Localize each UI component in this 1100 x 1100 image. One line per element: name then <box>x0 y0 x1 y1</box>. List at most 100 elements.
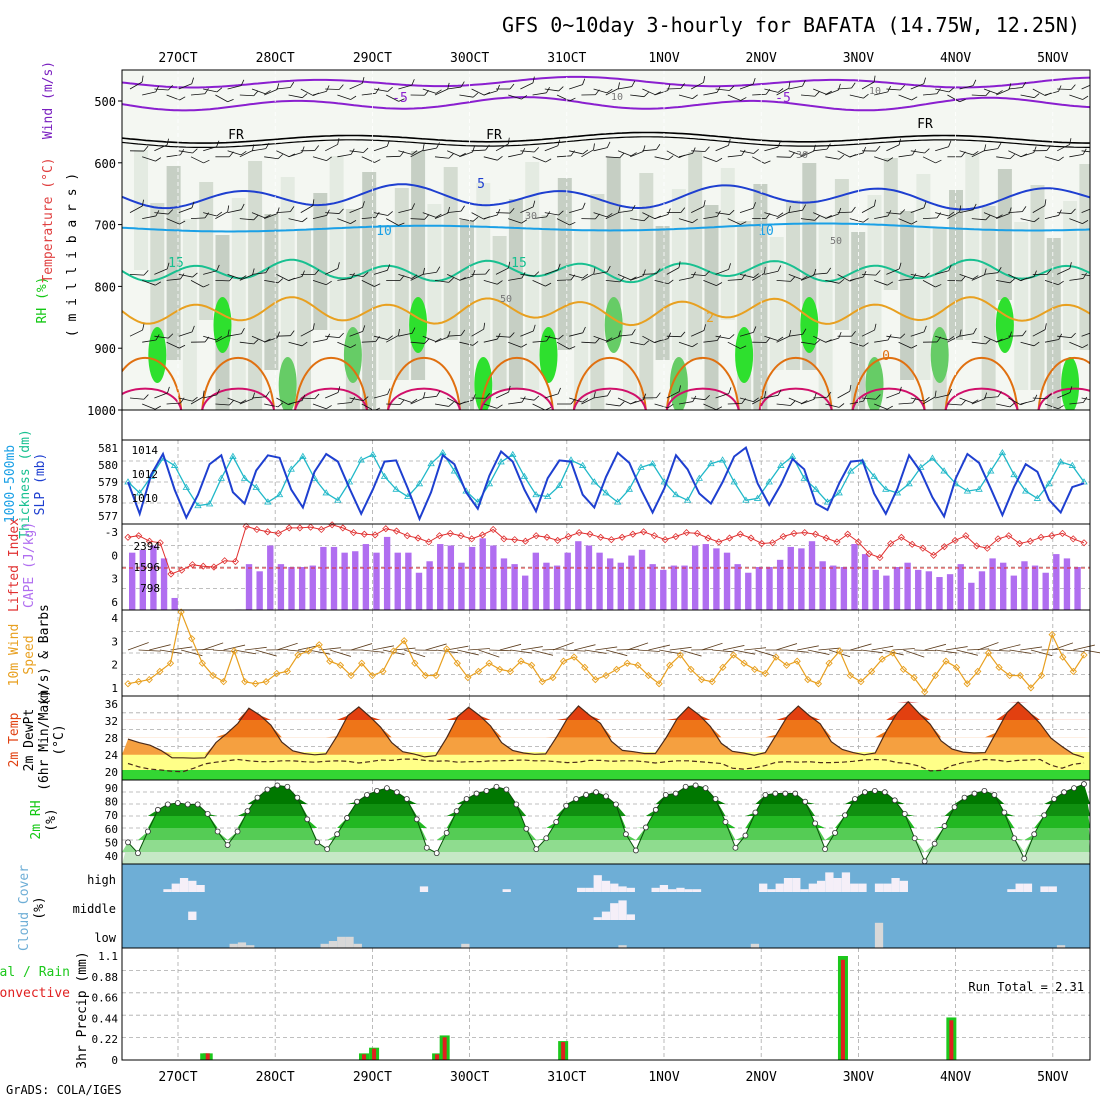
cloud-low-bar <box>320 943 329 948</box>
cape-bar <box>883 575 890 610</box>
isotherm-arch <box>1037 357 1090 410</box>
thickness-point <box>275 491 284 498</box>
wind-barb <box>203 211 223 217</box>
surface-wind-barb <box>903 649 925 658</box>
thickness-point <box>1045 480 1053 487</box>
wind-speed-point <box>559 657 568 665</box>
wind-barb <box>605 82 620 96</box>
rh-point <box>463 796 470 802</box>
date-label-bottom: 5NOV <box>1037 1070 1068 1085</box>
wind-barb <box>410 392 426 405</box>
wind-barb <box>800 91 820 97</box>
thickness-point <box>847 467 855 474</box>
wind-barb <box>666 207 686 214</box>
thickness-point <box>345 478 354 485</box>
wind-barb <box>288 341 308 347</box>
cloud-high-bar <box>502 889 511 892</box>
surface-wind-barb <box>1073 644 1095 651</box>
wind-barb <box>1081 331 1090 337</box>
lifted-index-point <box>768 539 777 547</box>
lifted-index-point <box>618 533 626 541</box>
cape-bar <box>628 555 635 610</box>
rh-point <box>125 839 131 846</box>
wind-barb <box>459 216 479 222</box>
cape-bar <box>755 567 763 610</box>
surface-wind-barb <box>935 649 958 654</box>
axis-tick-label: 0 <box>111 1054 118 1067</box>
surface-wind-barb <box>202 642 224 651</box>
rh-point <box>244 808 251 815</box>
surface-wind-barb <box>1083 649 1100 655</box>
panel-axis-label: Lifted Index <box>7 518 22 612</box>
wind-barb <box>129 270 149 276</box>
dewpoint-series <box>127 758 1085 773</box>
wind-barb <box>520 147 540 153</box>
wind-barb <box>874 403 893 410</box>
wind-barb <box>1044 403 1064 410</box>
cape-bar <box>617 562 624 610</box>
wind-barb <box>178 396 198 402</box>
rh-shading <box>443 167 458 340</box>
wind-speed-point <box>517 657 525 665</box>
wind-speed-point <box>867 667 876 676</box>
lifted-index-point <box>478 531 487 539</box>
wind-barb <box>837 206 856 213</box>
wind-speed-point <box>262 678 270 686</box>
panel-axis-label: Temperature (°C) <box>41 157 56 282</box>
wind-barb <box>459 92 479 98</box>
rh-point <box>354 798 360 805</box>
date-label-bottom: 31OCT <box>547 1070 586 1085</box>
wind-speed-point <box>188 635 196 643</box>
wind-speed-point <box>294 651 302 659</box>
wind-barb <box>471 322 486 337</box>
cloud-high-bar <box>1015 883 1024 892</box>
wind-barb <box>422 390 441 399</box>
wind-barb <box>678 147 696 158</box>
wind-barb <box>520 324 536 337</box>
rh-point <box>772 790 779 797</box>
wind-barb <box>325 386 341 399</box>
wind-barb <box>544 86 564 92</box>
lifted-index-point <box>178 566 186 574</box>
wind-barb <box>398 397 418 403</box>
lifted-index-point <box>962 532 970 540</box>
lifted-index-point <box>844 530 852 538</box>
panel-axis-label: (°C) <box>52 724 67 755</box>
cape-bar <box>946 574 954 610</box>
wind-barb <box>752 337 771 343</box>
rh-point <box>533 846 540 852</box>
lifted-index-point <box>199 562 207 570</box>
wind-speed-point <box>804 675 812 684</box>
rh-point <box>135 850 141 857</box>
surface-wind-barb <box>871 645 894 651</box>
rh-point <box>384 785 390 792</box>
wind-barb <box>764 389 782 399</box>
cloud-middle-bar <box>593 917 602 920</box>
thickness-point <box>777 461 785 468</box>
cape-bar <box>394 552 401 610</box>
wind-speed-point <box>772 653 780 661</box>
wind-barb <box>459 394 476 405</box>
wind-barb <box>264 154 283 160</box>
wind-speed-point <box>591 675 600 684</box>
wind-barb <box>581 337 600 344</box>
wind-barb <box>935 264 952 275</box>
cloud-high-bar <box>626 887 635 892</box>
rh-shading <box>1061 357 1080 410</box>
wind-speed-point <box>241 678 249 686</box>
rh-shading <box>818 216 833 410</box>
cape-bar <box>787 546 794 610</box>
rh-shading <box>278 357 297 410</box>
isotherm-arch <box>201 387 276 410</box>
rh-point <box>901 810 908 817</box>
cape-bar <box>1053 554 1060 610</box>
wind-speed-point <box>666 661 674 669</box>
wind-barb <box>129 199 144 213</box>
wind-barb <box>312 156 332 162</box>
axis-tick-label: 577 <box>98 510 118 523</box>
lifted-index-point <box>532 532 540 540</box>
wind-speed-point <box>304 647 313 655</box>
cloud-middle-bar <box>188 911 197 920</box>
wind-barb <box>471 268 490 275</box>
isotherm-label: 0 <box>882 349 890 364</box>
